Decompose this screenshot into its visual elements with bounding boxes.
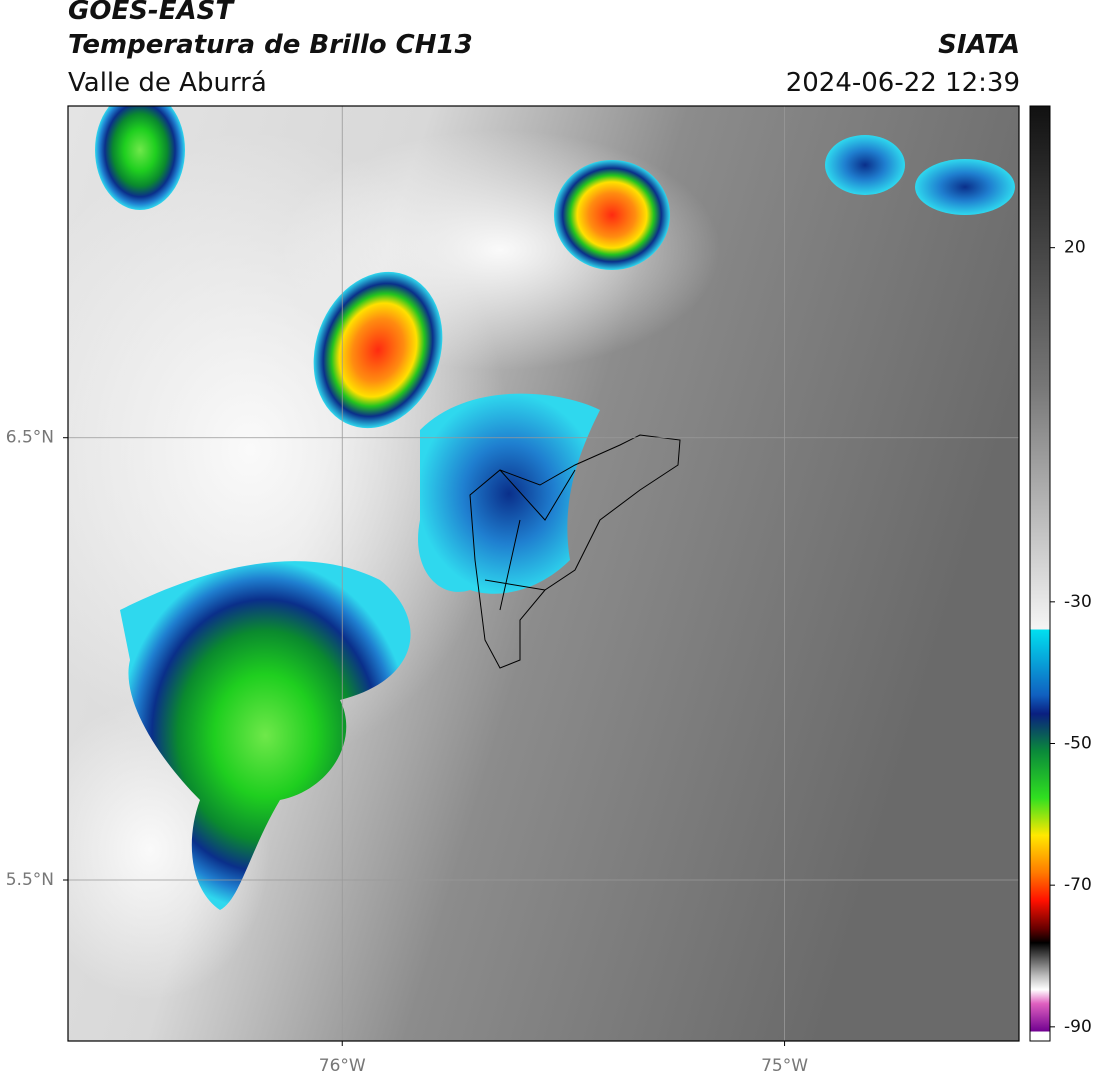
x-tick-label: 76°W <box>319 1056 366 1076</box>
map-border <box>67 105 1020 1042</box>
subtitle: Temperatura de Brillo CH13 <box>68 30 473 60</box>
satellite-image <box>68 106 1019 1041</box>
timestamp: 2024-06-22 12:39 <box>785 68 1020 98</box>
region: Valle de Aburrá <box>68 68 267 98</box>
colorbar-tick-label: -50 <box>1064 734 1092 754</box>
colorbar-tick-label: 20 <box>1064 238 1086 258</box>
y-tick-label: 5.5°N <box>6 870 54 890</box>
colorbar <box>1029 105 1051 1042</box>
x-tick-label: 75°W <box>761 1056 808 1076</box>
title: GOES-EAST <box>68 0 234 26</box>
source: SIATA <box>938 30 1020 60</box>
y-tick-label: 6.5°N <box>6 428 54 448</box>
colorbar-tick-label: -90 <box>1064 1017 1092 1037</box>
colorbar-tick-label: -70 <box>1064 875 1092 895</box>
colorbar-tick-label: -30 <box>1064 592 1092 612</box>
